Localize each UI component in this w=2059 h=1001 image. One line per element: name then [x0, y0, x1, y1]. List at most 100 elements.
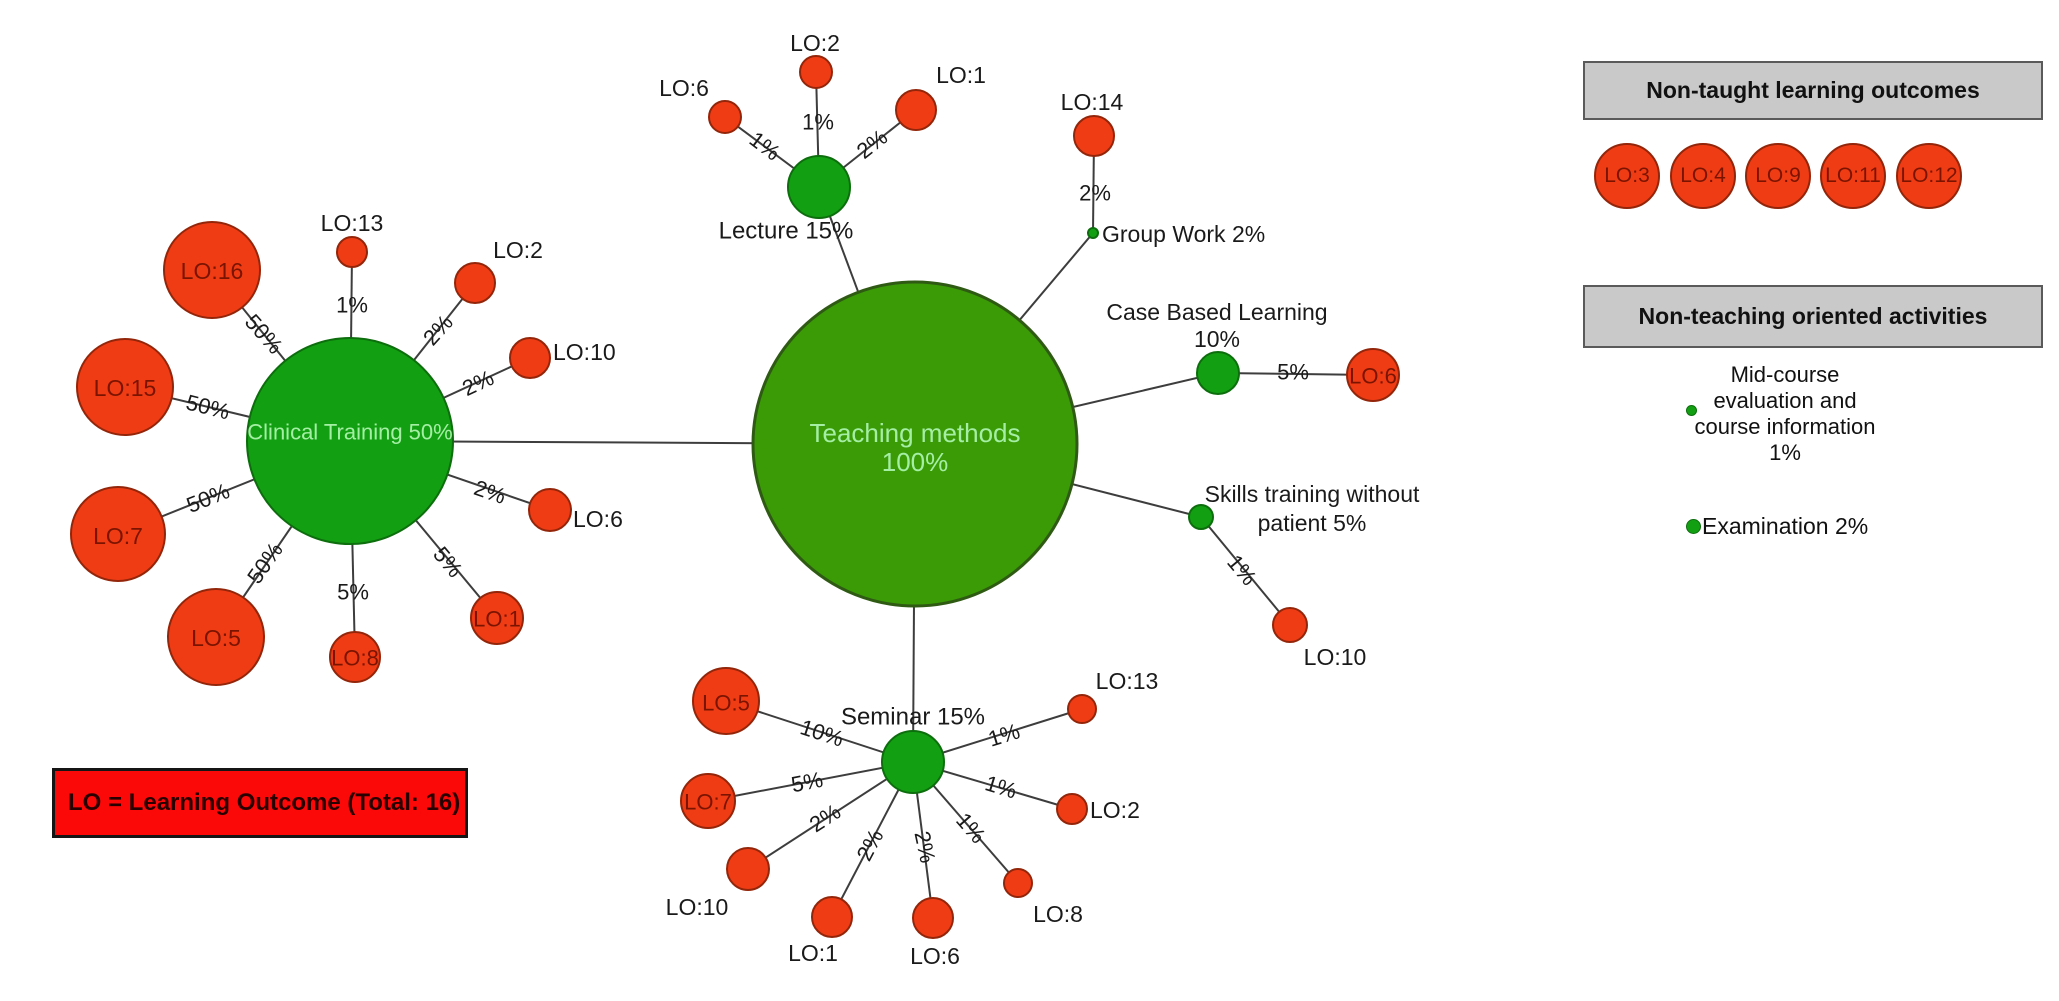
label-10: 10%	[797, 714, 847, 751]
label-lo-5: LO:5	[702, 691, 750, 716]
node-skills	[1188, 504, 1214, 530]
non-taught-lo-circle: LO:11	[1820, 143, 1886, 209]
node-sem-lo1	[811, 896, 853, 938]
node-lec-lo6	[708, 100, 742, 134]
node-sem-lo13	[1067, 694, 1097, 724]
examination-bullet-icon	[1686, 519, 1701, 534]
label-lo-13: LO:13	[321, 210, 384, 236]
node-cl-lo8	[329, 631, 381, 683]
node-sem-lo2	[1056, 793, 1088, 825]
label-lo-10: LO:10	[553, 339, 616, 365]
label-lo-2: LO:2	[493, 237, 543, 263]
mid-course-line: Mid-course	[1730, 362, 1840, 387]
label-1: 1%	[985, 718, 1023, 751]
label-1: 1%	[336, 293, 368, 318]
label-50: 50%	[242, 538, 288, 588]
edge-seminar-sem-lo7	[707, 761, 914, 802]
label-lo-7: LO:7	[93, 523, 143, 549]
node-cl-lo15	[76, 338, 174, 436]
node-sem-lo10	[726, 847, 770, 891]
label-5: 5%	[337, 580, 369, 605]
label-lo-6: LO:6	[659, 75, 709, 101]
node-cl-lo2	[454, 262, 496, 304]
label-lecture-15: Lecture 15%	[719, 218, 854, 245]
label-1: 1%	[745, 126, 785, 165]
node-cl-lo6	[528, 488, 572, 532]
node-cl-lo7	[70, 486, 166, 582]
label-lo-7: LO:7	[684, 790, 732, 815]
label-2: 2%	[471, 475, 509, 509]
edge-seminar-sem-lo10	[747, 761, 914, 870]
label-seminar-15: Seminar 15%	[841, 704, 985, 731]
node-clinical	[246, 337, 454, 545]
label-2: 2%	[805, 799, 845, 837]
label-2: 2%	[418, 310, 458, 350]
node-seminar	[881, 730, 945, 794]
label-5: 5%	[1277, 360, 1309, 385]
label-lo-5: LO:5	[191, 625, 241, 651]
node-gw-lo14	[1073, 115, 1115, 157]
label-lo-2: LO:2	[790, 30, 840, 56]
node-cl-lo10	[509, 337, 551, 379]
node-lecture	[787, 155, 851, 219]
node-sk-lo10	[1272, 607, 1308, 643]
label-2: 2%	[851, 825, 888, 865]
label-lo-2: LO:2	[1090, 797, 1140, 823]
node-sem-lo8	[1003, 868, 1033, 898]
node-sem-lo6	[912, 897, 954, 939]
label-2: 2%	[852, 124, 892, 163]
label-lo-1: LO:1	[788, 940, 838, 966]
label-lo-15: LO:15	[94, 375, 157, 401]
label-lo-6: LO:6	[1349, 364, 1397, 389]
node-cl-lo13	[336, 236, 368, 268]
label-case-based-learning: Case Based Learning	[1106, 299, 1327, 325]
non-taught-lo-circle: LO:3	[1594, 143, 1660, 209]
label-1: 1%	[802, 110, 834, 135]
label-1: 1%	[982, 770, 1020, 803]
non-taught-lo-circle: LO:12	[1896, 143, 1962, 209]
label-group-work-2: Group Work 2%	[1102, 221, 1265, 247]
node-cbl-lo6	[1346, 348, 1400, 402]
edge-skills-sk-lo10	[1200, 516, 1291, 626]
node-cl-lo1	[470, 591, 524, 645]
non-teaching-title: Non-teaching oriented activities	[1638, 303, 1988, 329]
label-lo-6: LO:6	[573, 506, 623, 532]
examination-item: Examination 2%	[1686, 513, 1868, 540]
node-cl-lo5	[167, 588, 265, 686]
non-teaching-header: Non-teaching oriented activities	[1583, 285, 2043, 348]
legend-label: LO = Learning Outcome (Total: 16)	[68, 789, 461, 816]
label-50: 50%	[183, 478, 233, 518]
label-clinical-training-50: Clinical Training 50%	[247, 420, 452, 445]
label-lo-6: LO:6	[910, 943, 960, 969]
label-lo-1: LO:1	[473, 607, 521, 632]
node-sem-lo5	[692, 667, 760, 735]
label-lo-1: LO:1	[936, 62, 986, 88]
label-lo-8: LO:8	[331, 646, 379, 671]
legend-box: LO = Learning Outcome (Total: 16)	[52, 768, 468, 838]
mid-course-line: 1%	[1769, 440, 1801, 465]
node-lec-lo2	[799, 55, 833, 89]
node-cl-lo16	[163, 221, 261, 319]
label-lo-10: LO:10	[1304, 644, 1367, 670]
label-lo-16: LO:16	[181, 258, 244, 284]
label-50: 50%	[184, 390, 233, 425]
node-teaching	[751, 280, 1079, 608]
label-10: 10%	[1194, 326, 1240, 352]
node-lec-lo1	[895, 89, 937, 131]
node-cbl	[1196, 351, 1240, 395]
non-taught-header: Non-taught learning outcomes	[1583, 61, 2043, 120]
label-patient-5: patient 5%	[1258, 510, 1367, 536]
label-100: 100%	[882, 447, 949, 477]
non-taught-title: Non-taught learning outcomes	[1646, 77, 1980, 103]
examination-label: Examination 2%	[1702, 513, 1869, 539]
mid-course-line: evaluation and	[1713, 388, 1857, 413]
label-2: 2%	[458, 365, 497, 401]
label-2: 2%	[1079, 181, 1111, 206]
mid-course-line: course information	[1694, 414, 1876, 439]
non-taught-lo-circle: LO:9	[1745, 143, 1811, 209]
label-lo-13: LO:13	[1096, 668, 1159, 694]
label-lo-10: LO:10	[666, 894, 729, 920]
label-50: 50%	[240, 309, 288, 358]
mid-course-bullet-icon	[1686, 405, 1697, 416]
